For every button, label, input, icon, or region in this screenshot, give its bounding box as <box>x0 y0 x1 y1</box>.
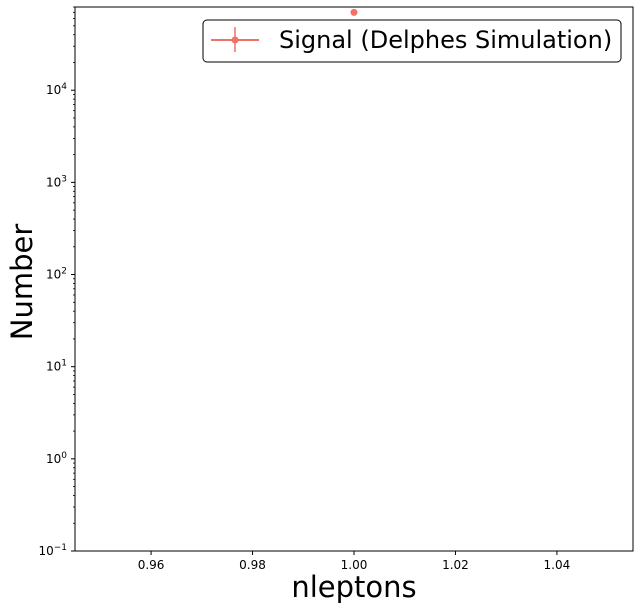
y-tick-label: 101 <box>46 359 67 374</box>
data-points <box>350 8 358 16</box>
legend-marker <box>231 36 239 44</box>
y-tick-label: 102 <box>46 267 67 282</box>
x-tick-label: 0.98 <box>239 558 266 572</box>
plot-area <box>74 6 634 552</box>
y-axis-title: Number <box>5 224 39 341</box>
x-tick-label: 1.02 <box>442 558 469 572</box>
x-axis-ticks: 0.96 0.98 1.00 1.02 1.04 <box>138 551 571 572</box>
y-tick-label: 103 <box>46 174 67 189</box>
x-tick-label: 1.04 <box>544 558 571 572</box>
data-point <box>350 8 358 16</box>
x-axis-title: nleptons <box>291 570 416 604</box>
x-tick-label: 1.00 <box>341 558 368 572</box>
y-axis-ticks: 10−1 100 101 102 103 104 <box>38 6 75 558</box>
y-tick-label: 10−1 <box>38 543 67 558</box>
y-tick-label: 104 <box>46 82 67 97</box>
y-tick-label: 100 <box>46 451 67 466</box>
legend-box <box>202 19 622 63</box>
x-tick-label: 0.96 <box>138 558 165 572</box>
legend-label: Signal (Delphes Simulation) <box>279 26 612 54</box>
legend: Signal (Delphes Simulation) <box>202 19 622 63</box>
